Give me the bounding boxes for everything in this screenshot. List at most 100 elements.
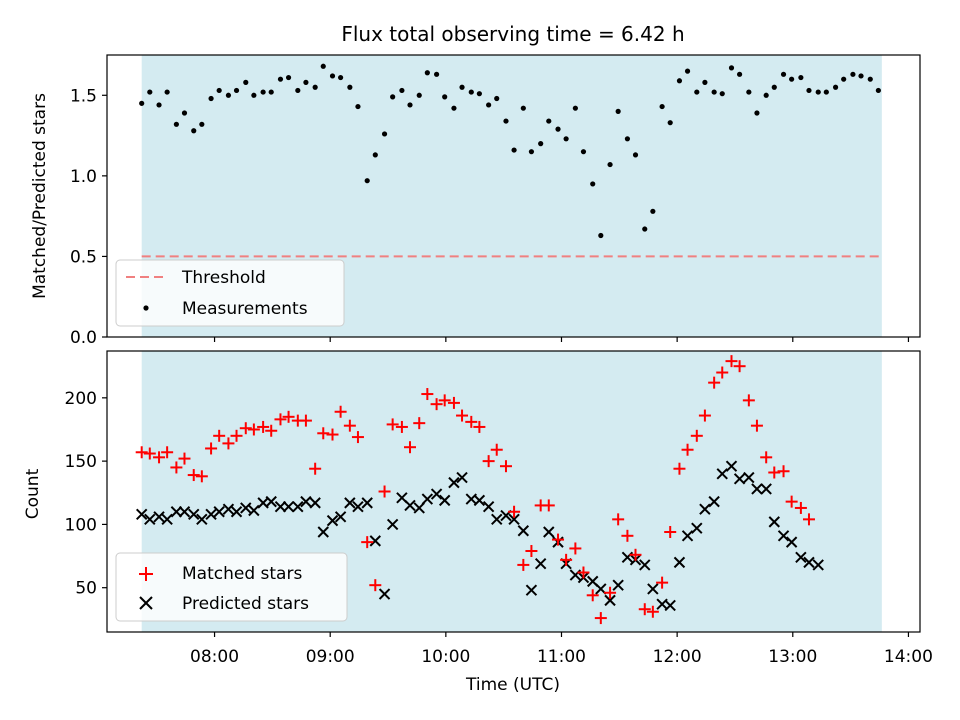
measurement-point bbox=[251, 92, 257, 98]
predicted-star-marker bbox=[404, 499, 416, 512]
matched-star-marker bbox=[742, 394, 755, 407]
measurement-point bbox=[850, 71, 856, 77]
top-legend-box bbox=[115, 259, 345, 327]
matched-star-marker bbox=[195, 470, 208, 483]
predicted-star-markers bbox=[135, 460, 824, 612]
matched-star-marker bbox=[542, 499, 555, 512]
matched-star-marker bbox=[230, 429, 243, 442]
predicted-star-marker bbox=[699, 503, 711, 515]
predicted-star-marker bbox=[604, 594, 616, 607]
top-y-ticks: 0.0 0.5 1.0 1.5 bbox=[70, 86, 107, 348]
matched-star-marker bbox=[317, 427, 330, 440]
predicted-star-marker bbox=[534, 557, 547, 570]
predicted-star-marker bbox=[456, 471, 468, 484]
matched-star-marker bbox=[690, 429, 703, 442]
predicted-star-marker bbox=[612, 579, 624, 591]
predicted-star-marker bbox=[352, 500, 364, 513]
predicted-star-marker bbox=[413, 502, 425, 514]
bottom-axes-frame bbox=[106, 350, 921, 633]
measurement-point bbox=[667, 120, 673, 126]
measurement-point bbox=[702, 79, 708, 85]
predicted-star-marker bbox=[760, 483, 772, 495]
measurement-point bbox=[347, 84, 353, 90]
measurement-point bbox=[442, 94, 448, 100]
measurement-point bbox=[416, 92, 422, 98]
predicted-star-marker bbox=[265, 495, 277, 508]
measurement-point bbox=[780, 71, 787, 77]
measurement-point bbox=[494, 95, 500, 102]
measurement-point bbox=[528, 149, 535, 155]
predicted-star-marker bbox=[751, 483, 763, 495]
bottom-y-tick-label: 50 bbox=[75, 579, 97, 599]
top-axes-frame bbox=[106, 54, 921, 338]
measurement-point bbox=[173, 121, 179, 127]
predicted-star-marker bbox=[292, 500, 304, 513]
matched-star-marker bbox=[309, 462, 322, 475]
bottom-y-ticks: 50 100 150 200 bbox=[65, 389, 107, 599]
matched-star-marker bbox=[577, 566, 590, 579]
measurement-point bbox=[181, 110, 188, 116]
matched-star-marker bbox=[326, 428, 339, 441]
matched-star-marker bbox=[673, 462, 686, 475]
bottom-x-tick-label: 08:00 bbox=[190, 647, 239, 667]
measurement-point bbox=[320, 63, 326, 69]
matched-star-marker bbox=[760, 451, 773, 464]
measurement-point bbox=[433, 71, 440, 77]
matched-star-marker bbox=[708, 376, 721, 389]
bottom-legend: Matched stars Predicted stars bbox=[115, 552, 348, 622]
measurement-point bbox=[806, 87, 812, 94]
predicted-star-marker bbox=[491, 513, 503, 526]
measurement-point bbox=[875, 87, 881, 94]
measurement-point bbox=[555, 126, 561, 132]
measurement-point bbox=[624, 136, 631, 142]
predicted-star-marker bbox=[222, 503, 235, 515]
measurement-points bbox=[139, 63, 881, 239]
top-legend: Threshold Measurements bbox=[115, 259, 345, 327]
measurement-point bbox=[399, 87, 405, 94]
measurement-point bbox=[736, 71, 743, 77]
matched-star-marker bbox=[403, 441, 416, 454]
measurement-point bbox=[285, 74, 292, 81]
measurement-point bbox=[789, 76, 795, 82]
predicted-star-marker bbox=[361, 497, 373, 509]
measurement-point bbox=[763, 92, 769, 98]
bottom-x-axis-label: Time (UTC) bbox=[465, 675, 560, 695]
predicted-star-marker bbox=[153, 511, 165, 523]
measurement-point bbox=[771, 84, 777, 90]
matched-star-marker bbox=[222, 437, 235, 450]
predicted-star-marker bbox=[525, 584, 538, 596]
predicted-star-marker bbox=[716, 468, 728, 480]
measurement-point bbox=[598, 232, 604, 239]
predicted-star-marker bbox=[161, 513, 173, 526]
predicted-star-marker bbox=[430, 488, 443, 500]
predicted-star-marker bbox=[421, 493, 434, 505]
legend-threshold-label: Threshold bbox=[181, 268, 266, 288]
matched-star-marker bbox=[421, 388, 434, 401]
predicted-star-marker bbox=[543, 526, 555, 538]
matched-star-marker bbox=[438, 394, 451, 407]
matched-star-marker bbox=[594, 612, 607, 625]
predicted-star-marker bbox=[691, 522, 703, 534]
measurement-point bbox=[233, 87, 240, 94]
predicted-star-marker bbox=[639, 559, 651, 571]
measurement-point bbox=[468, 89, 474, 95]
matched-star-marker bbox=[499, 460, 512, 473]
measurement-point bbox=[815, 89, 821, 95]
predicted-star-marker bbox=[326, 514, 339, 527]
matched-star-marker bbox=[664, 526, 677, 539]
measurement-point bbox=[381, 131, 388, 137]
measurement-point bbox=[191, 128, 197, 134]
predicted-star-marker bbox=[803, 556, 815, 569]
matched-star-marker bbox=[794, 501, 807, 514]
matched-star-marker bbox=[612, 513, 625, 526]
predicted-star-marker bbox=[647, 583, 659, 595]
predicted-star-marker bbox=[664, 599, 676, 612]
legend-predicted-label: Predicted stars bbox=[182, 594, 309, 614]
matched-star-marker bbox=[473, 420, 486, 433]
legend-matched-swatch bbox=[139, 567, 153, 581]
matched-star-marker bbox=[143, 447, 156, 460]
predicted-star-marker bbox=[777, 530, 790, 542]
matched-star-marker bbox=[274, 413, 287, 426]
measurement-point bbox=[650, 208, 656, 214]
bottom-y-tick-label: 100 bbox=[65, 515, 97, 535]
